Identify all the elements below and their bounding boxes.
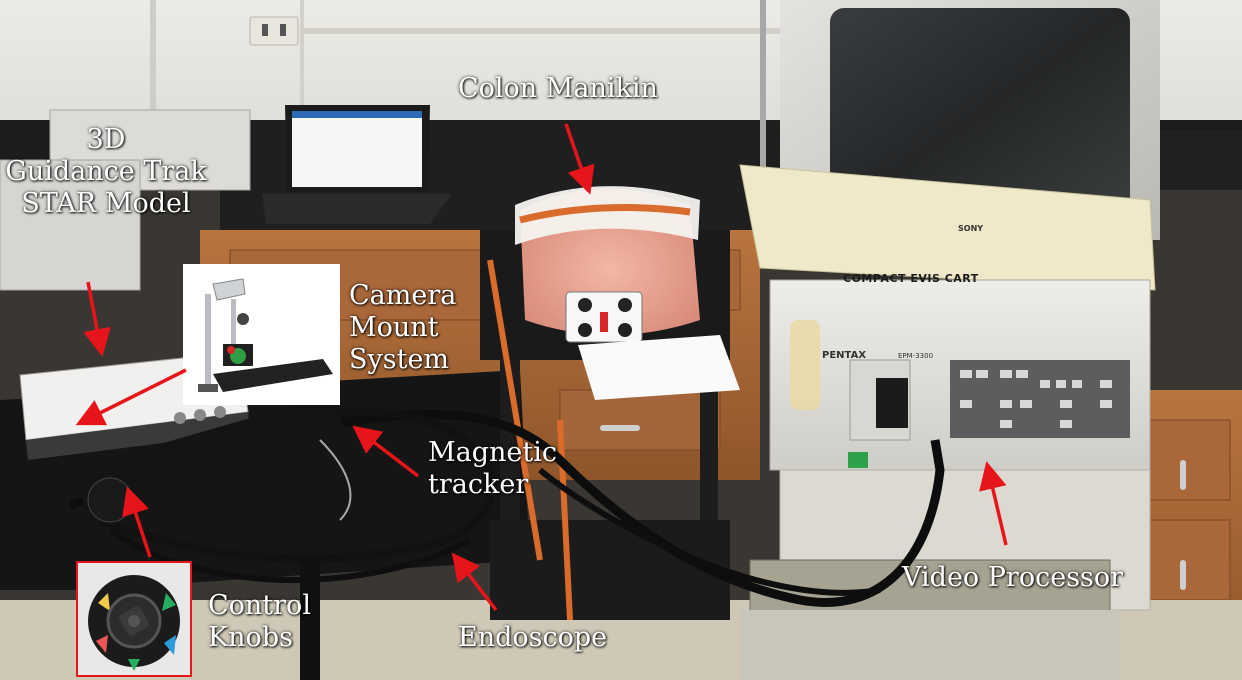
cart-label: COMPACT EVIS CART [843,272,979,285]
scope-connector [876,378,908,428]
label-guidance-line3: STAR Model [21,188,191,219]
camera-mount-inset [183,264,340,405]
water-bottle [790,320,820,410]
arrow-colon-manikin [564,123,595,195]
paper-towel [578,335,740,400]
cart-shelf [739,164,1156,291]
camera-mount-illustration [183,264,340,405]
label-camera-mount: Camera Mount System [349,280,456,376]
label-guidance-trakstar: 3D Guidance Trak STAR Model [0,124,222,220]
label-endoscope: Endoscope [458,622,608,653]
label-camera-line3: System [349,344,450,375]
arrow-endoscope [451,552,498,612]
crt-screen [830,8,1130,218]
arrow-control-knobs [122,486,152,558]
label-guidance-line2: Guidance Trak [5,156,207,187]
control-knobs-inset [76,561,192,677]
control-knobs-illustration [78,563,190,675]
arrow-guidance-trak [83,281,111,357]
arrow-video-processor [979,461,1008,546]
label-magnetic-line2: tracker [428,469,529,500]
label-magnetic-line1: Magnetic [428,437,558,468]
label-camera-line1: Camera [349,280,457,311]
label-control-line1: Control [208,590,311,621]
label-video-processor: Video Processor [902,562,1124,593]
processor-brand: PENTAX [822,350,867,361]
label-control-knobs: Control Knobs [208,590,311,654]
arrow-camera-mount [75,368,187,426]
laptop-screen [292,111,422,187]
label-camera-line2: Mount [349,312,439,343]
processor-model: EPM-3300 [898,352,934,360]
label-guidance-line1: 3D [86,124,126,155]
label-magnetic-tracker: Magnetic tracker [428,437,557,501]
monitor-brand: SONY [958,224,984,233]
arrow-magnetic-tracker [352,425,420,478]
label-colon-manikin: Colon Manikin [458,73,658,104]
label-control-line2: Knobs [208,622,293,653]
